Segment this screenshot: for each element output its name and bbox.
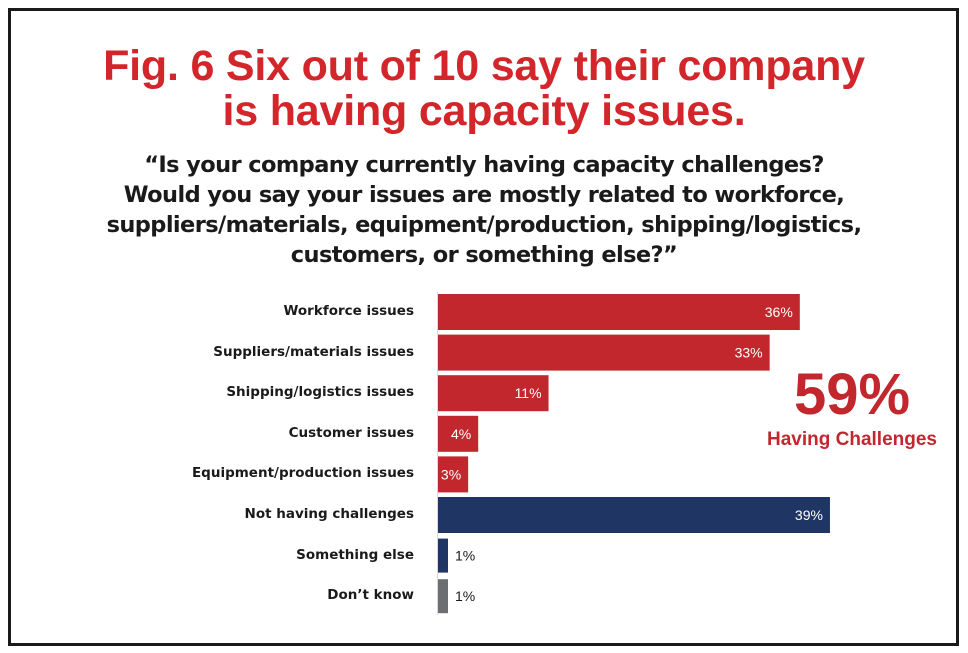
category-label-0: Workforce issues xyxy=(283,303,415,319)
category-label-2: Shipping/logistics issues xyxy=(226,384,414,401)
bar-value-label-1: 33% xyxy=(735,345,763,361)
category-label-7: Don’t know xyxy=(327,587,414,604)
bar-value-label-4: 3% xyxy=(441,466,461,482)
category-label-5: Not having challenges xyxy=(244,506,414,522)
bar-value-label-7: 1% xyxy=(455,588,475,604)
category-label-1: Suppliers/materials issues xyxy=(213,343,414,360)
question-line-3: suppliers/materials, equipment/productio… xyxy=(106,212,862,238)
challenges-callout: 59% Having Challenges xyxy=(752,362,952,452)
category-label-3: Customer issues xyxy=(288,424,414,441)
bar-value-label-2: 11% xyxy=(515,385,542,401)
bar-2 xyxy=(438,375,549,412)
category-label-4: Equipment/production issues xyxy=(191,465,414,482)
callout-value: 59% xyxy=(793,362,911,427)
bar-0 xyxy=(438,294,800,330)
question-line-1: “Is your company currently having capaci… xyxy=(144,152,824,178)
bar-5 xyxy=(438,497,830,533)
title-line-2: is having capacity issues. xyxy=(222,87,746,135)
figure-title: Fig. 6 Six out of 10 say their company i… xyxy=(0,44,968,134)
category-label-6: Something else xyxy=(296,546,414,563)
survey-question: “Is your company currently having capaci… xyxy=(0,150,968,270)
callout-label: Having Challenges xyxy=(767,429,937,450)
title-line-1: Fig. 6 Six out of 10 say their company xyxy=(103,42,865,90)
bar-4 xyxy=(438,456,469,493)
bar-6 xyxy=(438,538,448,573)
question-line-4: customers, or something else?” xyxy=(290,242,678,268)
bar-value-label-5: 39% xyxy=(795,507,823,523)
bar-7 xyxy=(438,579,448,614)
bar-3 xyxy=(438,415,479,452)
bar-1 xyxy=(438,334,770,371)
bar-value-label-0: 36% xyxy=(765,304,793,320)
bar-value-label-6: 1% xyxy=(455,548,475,564)
bar-value-label-3: 4% xyxy=(451,426,471,442)
question-line-2: Would you say your issues are mostly rel… xyxy=(123,182,845,208)
